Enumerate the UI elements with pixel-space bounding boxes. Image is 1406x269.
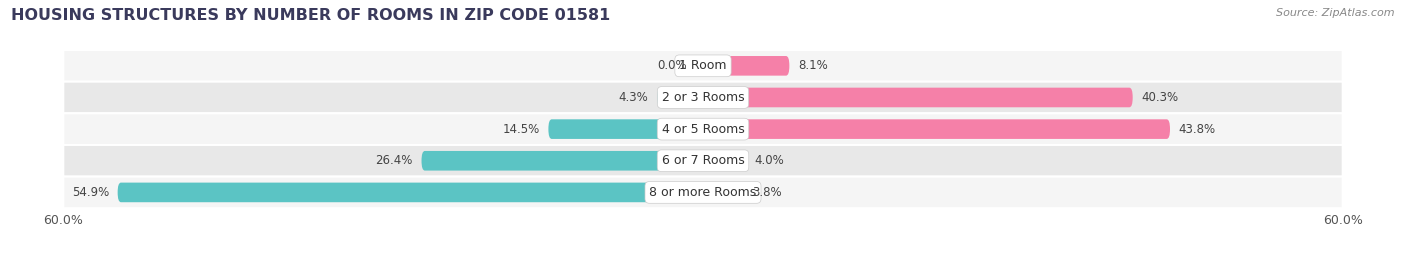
FancyBboxPatch shape bbox=[703, 56, 789, 76]
Legend: Owner-occupied, Renter-occupied: Owner-occupied, Renter-occupied bbox=[574, 264, 832, 269]
FancyBboxPatch shape bbox=[63, 82, 1343, 113]
Text: Source: ZipAtlas.com: Source: ZipAtlas.com bbox=[1277, 8, 1395, 18]
Text: 8.1%: 8.1% bbox=[797, 59, 828, 72]
Text: 8 or more Rooms: 8 or more Rooms bbox=[650, 186, 756, 199]
Text: 14.5%: 14.5% bbox=[502, 123, 540, 136]
Text: 4.3%: 4.3% bbox=[619, 91, 648, 104]
FancyBboxPatch shape bbox=[657, 88, 703, 107]
Text: 4.0%: 4.0% bbox=[754, 154, 785, 167]
Text: 1 Room: 1 Room bbox=[679, 59, 727, 72]
Text: HOUSING STRUCTURES BY NUMBER OF ROOMS IN ZIP CODE 01581: HOUSING STRUCTURES BY NUMBER OF ROOMS IN… bbox=[11, 8, 610, 23]
FancyBboxPatch shape bbox=[63, 113, 1343, 145]
Text: 54.9%: 54.9% bbox=[72, 186, 110, 199]
FancyBboxPatch shape bbox=[548, 119, 703, 139]
Text: 2 or 3 Rooms: 2 or 3 Rooms bbox=[662, 91, 744, 104]
FancyBboxPatch shape bbox=[63, 145, 1343, 176]
FancyBboxPatch shape bbox=[422, 151, 703, 171]
Text: 43.8%: 43.8% bbox=[1178, 123, 1216, 136]
Text: 4 or 5 Rooms: 4 or 5 Rooms bbox=[662, 123, 744, 136]
FancyBboxPatch shape bbox=[703, 151, 745, 171]
Text: 6 or 7 Rooms: 6 or 7 Rooms bbox=[662, 154, 744, 167]
Text: 3.8%: 3.8% bbox=[752, 186, 782, 199]
Text: 40.3%: 40.3% bbox=[1142, 91, 1178, 104]
Text: 0.0%: 0.0% bbox=[658, 59, 688, 72]
FancyBboxPatch shape bbox=[703, 88, 1133, 107]
FancyBboxPatch shape bbox=[63, 176, 1343, 208]
FancyBboxPatch shape bbox=[703, 119, 1170, 139]
FancyBboxPatch shape bbox=[63, 50, 1343, 82]
FancyBboxPatch shape bbox=[118, 183, 703, 202]
FancyBboxPatch shape bbox=[703, 183, 744, 202]
Text: 26.4%: 26.4% bbox=[375, 154, 413, 167]
